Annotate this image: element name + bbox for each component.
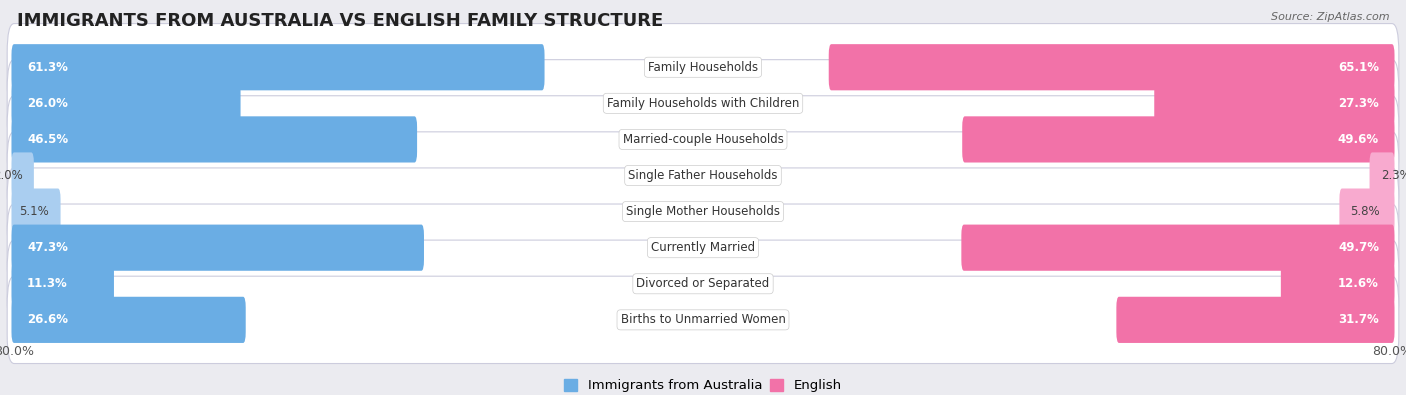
Text: 5.8%: 5.8% (1351, 205, 1381, 218)
Text: Family Households with Children: Family Households with Children (607, 97, 799, 110)
Text: Family Households: Family Households (648, 61, 758, 74)
Text: 27.3%: 27.3% (1339, 97, 1379, 110)
Text: 26.6%: 26.6% (27, 313, 67, 326)
FancyBboxPatch shape (1116, 297, 1395, 343)
Text: 31.7%: 31.7% (1339, 313, 1379, 326)
FancyBboxPatch shape (828, 44, 1395, 90)
FancyBboxPatch shape (7, 96, 1399, 183)
FancyBboxPatch shape (11, 297, 246, 343)
FancyBboxPatch shape (11, 261, 114, 307)
FancyBboxPatch shape (11, 116, 418, 162)
FancyBboxPatch shape (11, 152, 34, 199)
Text: Births to Unmarried Women: Births to Unmarried Women (620, 313, 786, 326)
Text: Single Father Households: Single Father Households (628, 169, 778, 182)
FancyBboxPatch shape (11, 188, 60, 235)
Text: 11.3%: 11.3% (27, 277, 67, 290)
Text: Currently Married: Currently Married (651, 241, 755, 254)
Text: Source: ZipAtlas.com: Source: ZipAtlas.com (1271, 12, 1389, 22)
FancyBboxPatch shape (7, 60, 1399, 147)
FancyBboxPatch shape (7, 132, 1399, 219)
Text: Married-couple Households: Married-couple Households (623, 133, 783, 146)
Text: 2.0%: 2.0% (0, 169, 22, 182)
FancyBboxPatch shape (11, 80, 240, 126)
FancyBboxPatch shape (7, 276, 1399, 363)
Text: 5.1%: 5.1% (20, 205, 49, 218)
Text: 49.7%: 49.7% (1339, 241, 1379, 254)
Text: Single Mother Households: Single Mother Households (626, 205, 780, 218)
FancyBboxPatch shape (7, 24, 1399, 111)
FancyBboxPatch shape (1340, 188, 1395, 235)
FancyBboxPatch shape (1281, 261, 1395, 307)
Text: 61.3%: 61.3% (27, 61, 67, 74)
Text: 47.3%: 47.3% (27, 241, 67, 254)
FancyBboxPatch shape (962, 116, 1395, 162)
Text: 49.6%: 49.6% (1339, 133, 1379, 146)
Legend: Immigrants from Australia, English: Immigrants from Australia, English (558, 373, 848, 395)
Text: 12.6%: 12.6% (1339, 277, 1379, 290)
FancyBboxPatch shape (1369, 152, 1395, 199)
Text: Divorced or Separated: Divorced or Separated (637, 277, 769, 290)
Text: IMMIGRANTS FROM AUSTRALIA VS ENGLISH FAMILY STRUCTURE: IMMIGRANTS FROM AUSTRALIA VS ENGLISH FAM… (17, 12, 664, 30)
FancyBboxPatch shape (11, 44, 544, 90)
Text: 26.0%: 26.0% (27, 97, 67, 110)
FancyBboxPatch shape (1154, 80, 1395, 126)
FancyBboxPatch shape (11, 225, 425, 271)
Text: 46.5%: 46.5% (27, 133, 67, 146)
FancyBboxPatch shape (7, 240, 1399, 327)
FancyBboxPatch shape (962, 225, 1395, 271)
FancyBboxPatch shape (7, 168, 1399, 255)
Text: 65.1%: 65.1% (1339, 61, 1379, 74)
Text: 2.3%: 2.3% (1381, 169, 1406, 182)
FancyBboxPatch shape (7, 204, 1399, 292)
